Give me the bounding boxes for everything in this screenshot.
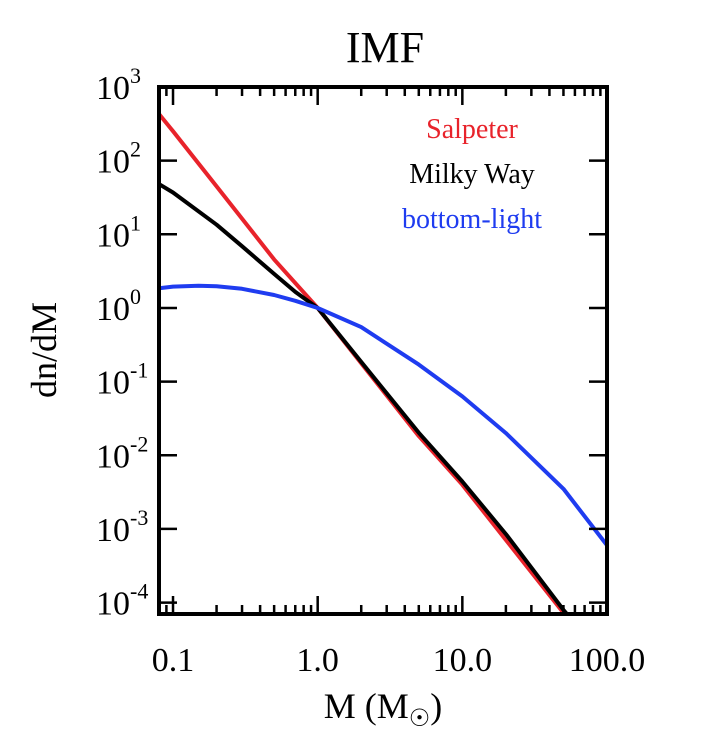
y-tick-label: 100: [96, 284, 141, 328]
y-tick-label: 10-2: [96, 431, 148, 475]
y-tick-exponent: 3: [130, 63, 141, 88]
y-tick-label: 101: [96, 210, 141, 254]
x-axis-label: M (M☉): [324, 686, 443, 732]
y-tick-base: 10: [96, 512, 130, 549]
x-tick-label: 100.0: [569, 642, 646, 679]
x-tick-label: 1.0: [296, 642, 339, 679]
legend: Salpeter Milky Way bottom-light: [402, 114, 542, 235]
y-tick-label: 10-3: [96, 505, 148, 549]
y-tick-exponent: 0: [130, 284, 141, 309]
y-tick-exponent: -4: [130, 579, 148, 604]
x-axis-label-text: M (M: [324, 686, 409, 726]
ticks: [157, 85, 609, 614]
chart-title: IMF: [346, 23, 424, 72]
y-tick-label: 103: [96, 63, 141, 107]
x-tick-label: 10.0: [433, 642, 493, 679]
y-tick-exponent: 2: [130, 137, 141, 162]
y-tick-exponent: -2: [130, 431, 148, 456]
x-tick-labels: 0.1 1.0 10.0 100.0: [152, 642, 645, 679]
y-tick-exponent: 1: [130, 210, 141, 235]
curves: [159, 112, 607, 614]
y-tick-label: 10-4: [96, 579, 148, 623]
solar-symbol: ☉: [409, 704, 431, 732]
y-tick-base: 10: [96, 144, 130, 181]
legend-entry-salpeter: Salpeter: [426, 114, 518, 145]
y-tick-exponent: -1: [130, 358, 148, 383]
y-tick-base: 10: [96, 586, 130, 623]
y-tick-base: 10: [96, 70, 130, 107]
y-tick-base: 10: [96, 217, 130, 254]
y-tick-label: 102: [96, 137, 141, 181]
y-tick-exponent: -3: [130, 505, 148, 530]
x-axis-label-close: ): [430, 686, 442, 726]
plot-frame: [157, 85, 609, 616]
x-tick-label: 0.1: [152, 642, 195, 679]
y-tick-base: 10: [96, 365, 130, 402]
legend-entry-milky-way: Milky Way: [409, 159, 535, 190]
legend-entry-bottom-light: bottom-light: [402, 204, 542, 235]
y-tick-base: 10: [96, 291, 130, 328]
series-line-bottom-light: [159, 283, 607, 548]
y-tick-label: 10-1: [96, 358, 148, 402]
y-tick-base: 10: [96, 438, 130, 475]
series-line-milky-way: [159, 182, 570, 614]
y-axis-label: dn/dM: [24, 302, 64, 398]
